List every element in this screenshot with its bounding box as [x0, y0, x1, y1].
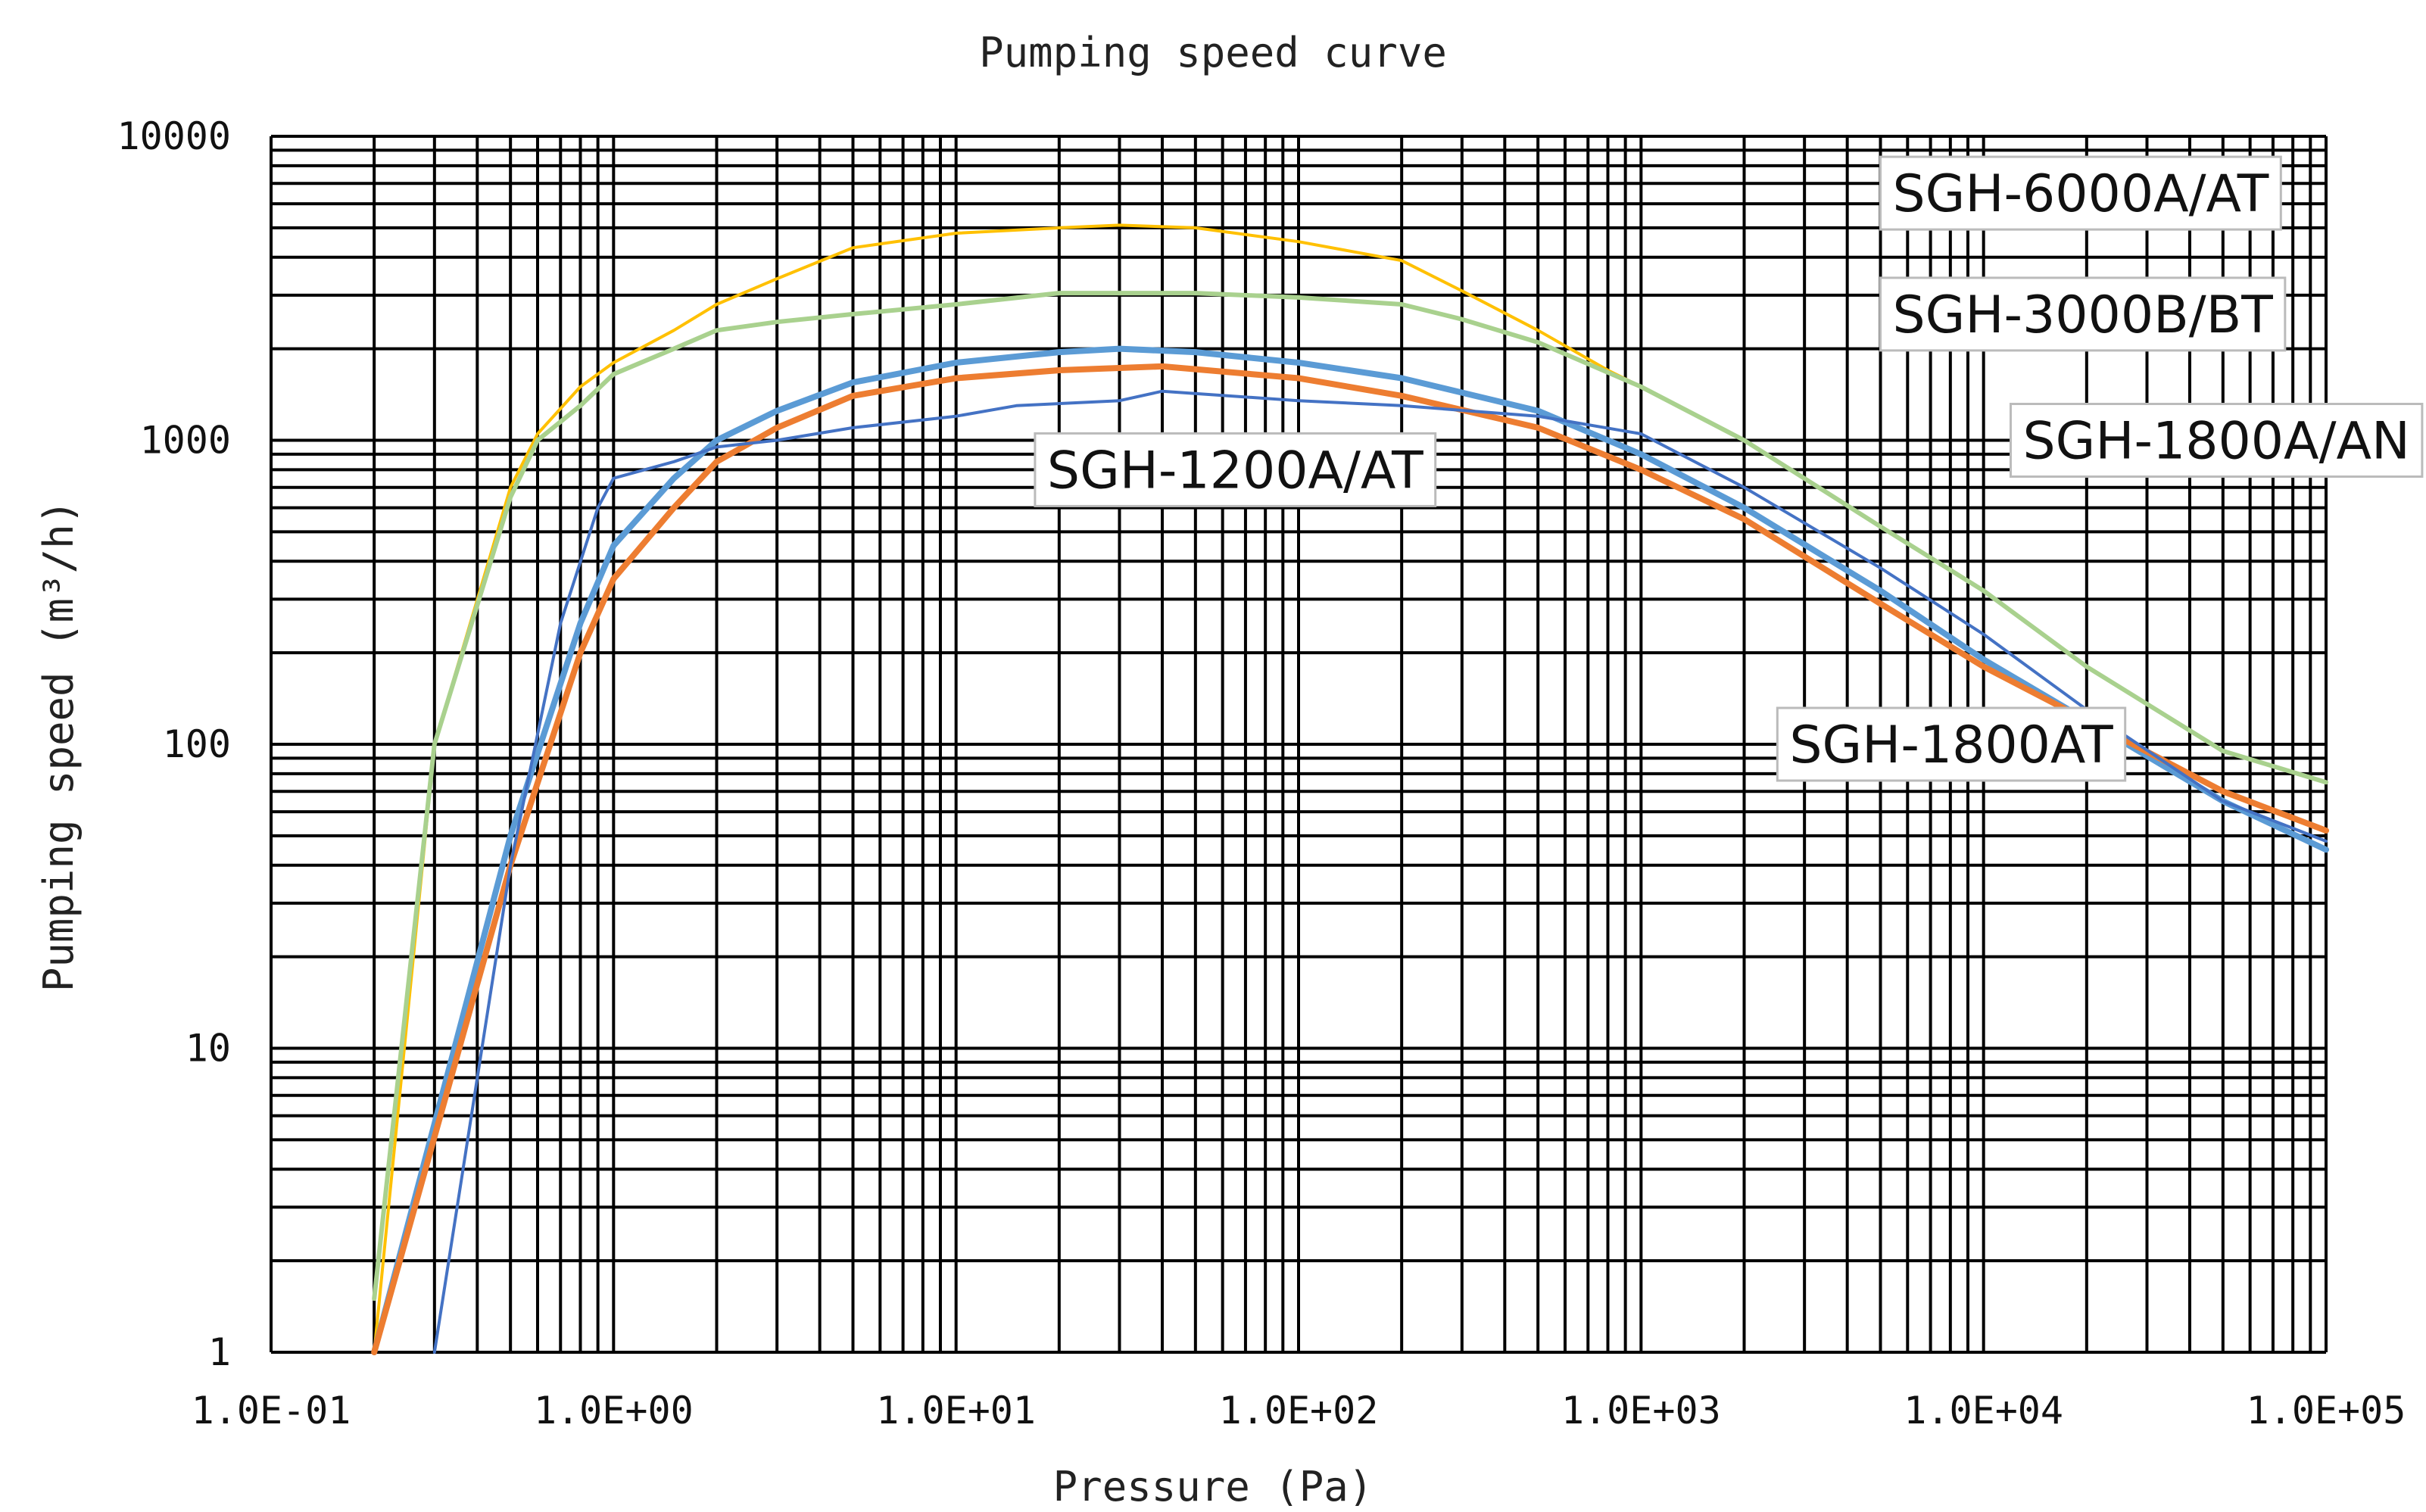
- x-tick-label: 1.0E+04: [1904, 1389, 2063, 1433]
- callout-box: [1879, 155, 2282, 231]
- y-tick-label: 10: [186, 1027, 231, 1071]
- callout-label: SGH-1200A/AT: [1047, 441, 1423, 500]
- x-tick-label: 1.0E+00: [534, 1389, 694, 1433]
- y-tick-label: 1000: [140, 419, 231, 463]
- callout: SGH-1800AT: [1776, 706, 2127, 782]
- x-tick-label: 1.0E+01: [876, 1389, 1036, 1433]
- x-tick-labels: 1.0E-01 1.0E+00 1.0E+01 1.0E+02 1.0E+03 1.0E+…: [192, 1389, 2406, 1433]
- grid: [270, 135, 2328, 1354]
- x-tick-label: 1.0E+03: [1561, 1389, 1721, 1433]
- series-callouts: SGH-6000A/AT SGH-3000B/BT SGH-1800A/AN SGH-…: [1034, 155, 2424, 782]
- series-line-sgh-1800at: [371, 363, 2329, 1355]
- series-line-sgh-6000a-at: [373, 223, 1746, 1354]
- series-line-sgh-3000b-bt: [372, 291, 2328, 1302]
- callout: SGH-6000A/AT: [1879, 155, 2282, 231]
- x-tick-label: 1.0E-01: [192, 1389, 351, 1433]
- x-axis-title: Pressure (Pa): [1053, 1463, 1374, 1510]
- callout: SGH-3000B/BT: [1879, 276, 2287, 352]
- x-tick-label: 1.0E+02: [1219, 1389, 1379, 1433]
- callout-label: SGH-6000A/AT: [1893, 164, 2269, 224]
- y-tick-label: 1: [208, 1330, 231, 1374]
- callout-box: [1776, 706, 2127, 782]
- callout: SGH-1800A/AN: [2009, 403, 2424, 478]
- y-tick-labels: 1 10 100 1000 10000: [117, 114, 231, 1374]
- series-line-sgh-1200a-at: [432, 389, 2328, 1354]
- series-line-sgh-1800a-an: [371, 345, 2329, 1355]
- callout-box: [2009, 403, 2424, 478]
- y-tick-label: 100: [163, 722, 231, 766]
- callout-label: SGH-3000B/BT: [1893, 285, 2274, 345]
- y-axis-title: Pumping speed (m³/h): [35, 500, 83, 992]
- chart-title: Pumping speed curve: [979, 29, 1447, 76]
- callout: SGH-1200A/AT: [1034, 432, 1437, 507]
- callout-box: [1879, 276, 2287, 352]
- x-tick-label: 1.0E+05: [2247, 1389, 2406, 1433]
- series-group: [371, 223, 2329, 1355]
- callout-box: [1034, 432, 1437, 507]
- callout-label: SGH-1800A/AN: [2022, 412, 2409, 472]
- y-tick-label: 10000: [117, 114, 231, 158]
- callout-label: SGH-1800AT: [1789, 715, 2113, 775]
